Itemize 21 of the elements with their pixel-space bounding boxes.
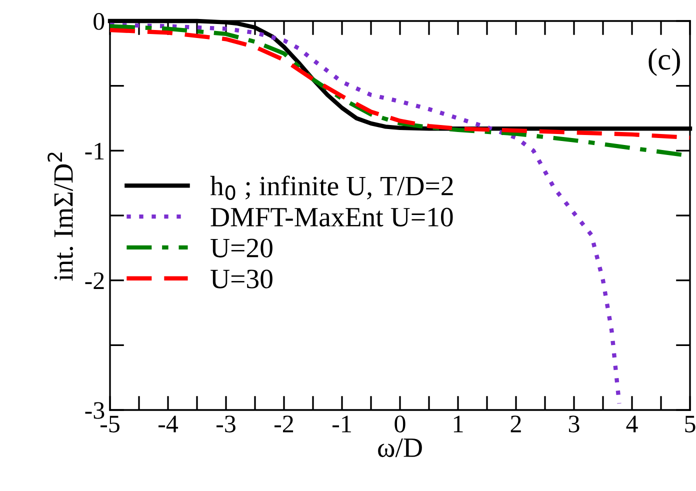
x-tick-label: 4: [626, 416, 638, 432]
x-tick-label: -1: [332, 416, 351, 432]
x-tick-label: 2: [510, 416, 521, 432]
y-tick-label: -2: [85, 272, 104, 290]
legend-label: h$_{0}$ ; infinite U, T/D=2: [210, 176, 453, 200]
x-tick-label: -2: [274, 416, 294, 432]
y-tick-label: -1: [85, 142, 104, 160]
annotation: (c): [648, 48, 680, 76]
x-tick-label: -4: [158, 416, 178, 432]
y-axis-title: int. ImΣ/D$^{2}$: [48, 152, 74, 281]
line-series: [108, 22, 622, 406]
legend-label: U=30: [210, 270, 272, 288]
x-axis-title: ω/D: [378, 438, 422, 458]
x-tick-label: 0: [394, 416, 406, 432]
x-tick-label: -3: [216, 416, 236, 432]
x-tick-label: 1: [454, 416, 463, 432]
y-tick-label: 0: [94, 13, 104, 30]
legend-label: U=20: [210, 238, 272, 258]
legend-label: DMFT-MaxEnt U=10: [210, 208, 453, 227]
x-tick-label: 3: [568, 416, 580, 432]
x-tick-label: 5: [685, 416, 696, 432]
